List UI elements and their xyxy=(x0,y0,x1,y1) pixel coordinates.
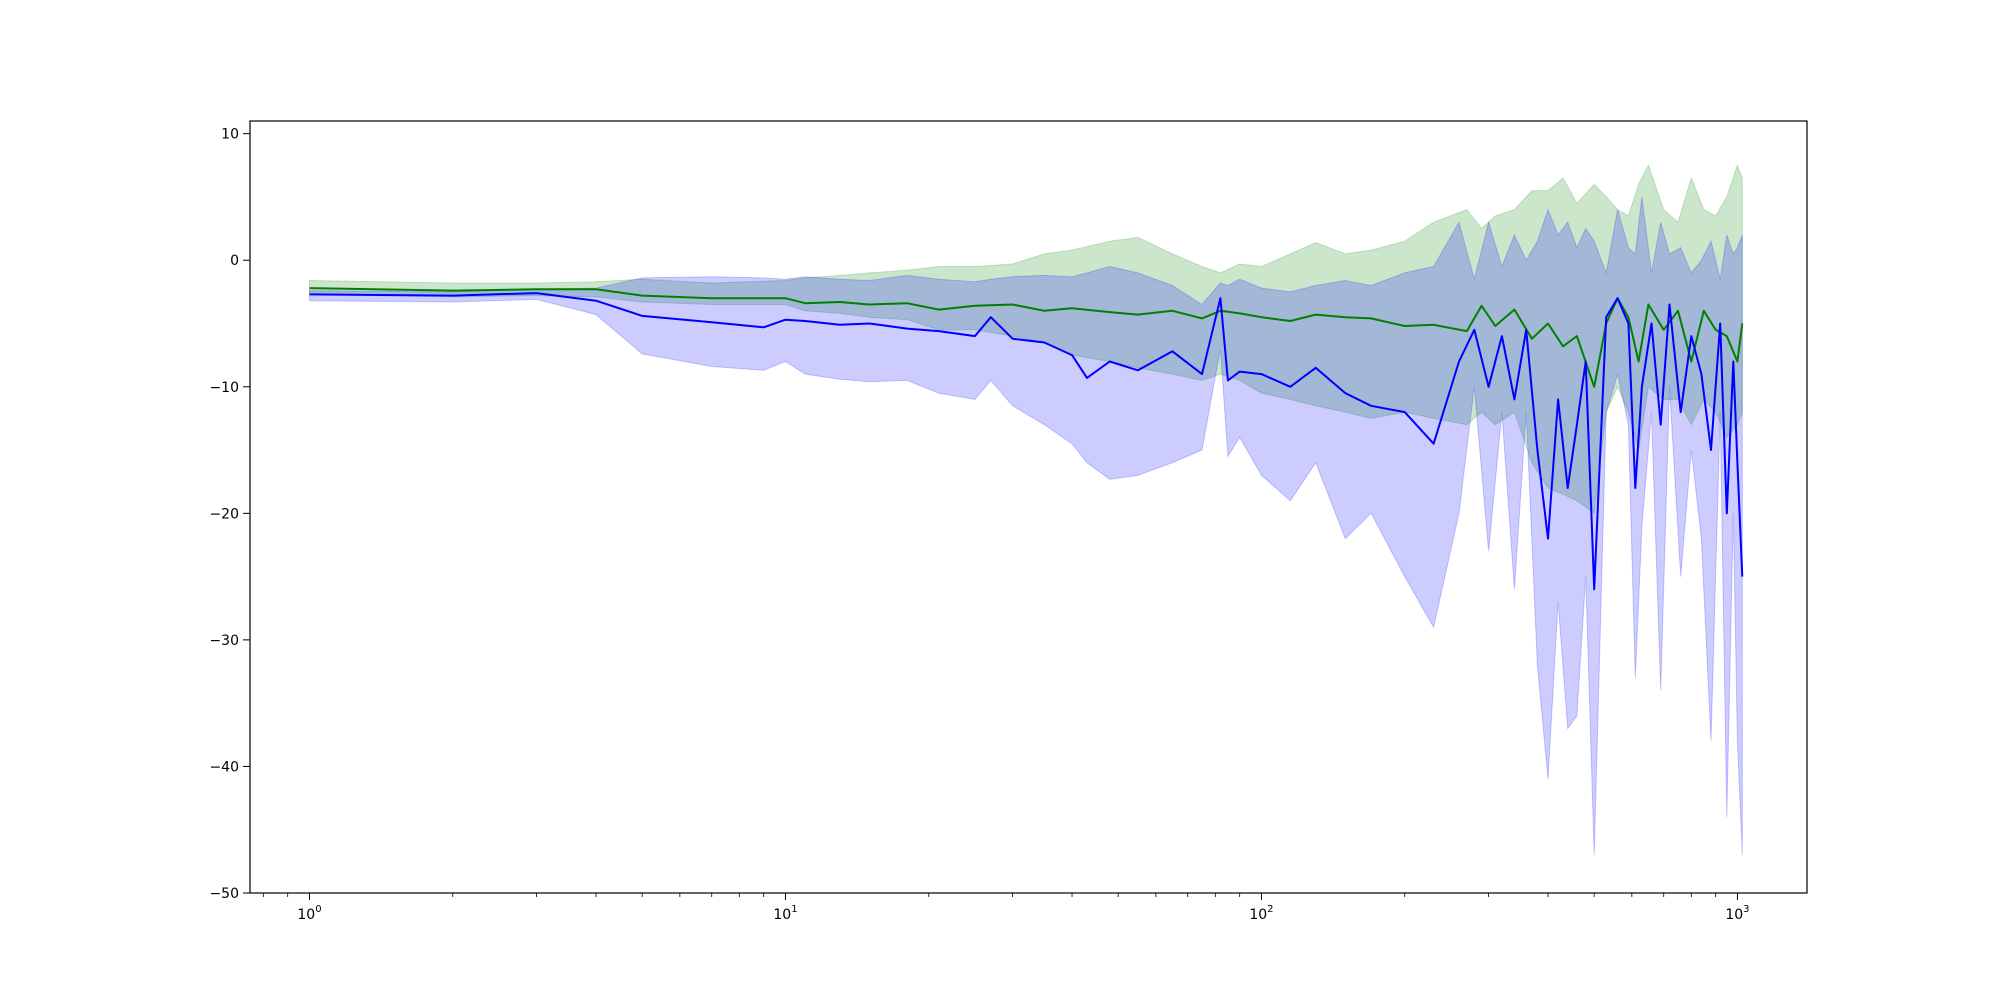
series-lines xyxy=(309,287,1744,591)
y-tick-label: −10 xyxy=(209,380,239,396)
y-tick-label: −30 xyxy=(209,633,239,649)
series-1-line xyxy=(309,287,1744,388)
plot-frame xyxy=(249,120,1808,894)
x-tick-exponent: 1 xyxy=(791,904,797,915)
y-tick-label: −40 xyxy=(209,759,239,775)
y-tick-label: −50 xyxy=(209,886,239,902)
y-tick-label: 0 xyxy=(230,253,239,269)
x-tick-exponent: 2 xyxy=(1267,904,1273,915)
x-tick-exponent: 3 xyxy=(1743,904,1749,915)
series-2-band xyxy=(309,196,1743,856)
series-2-line xyxy=(309,292,1744,591)
y-tick-label: −20 xyxy=(209,506,239,522)
x-tick-exponent: 0 xyxy=(315,904,321,915)
y-tick-label: 10 xyxy=(221,127,239,143)
y-axis: 10 0 −10 −20 −30 −40 −50 xyxy=(209,127,250,902)
